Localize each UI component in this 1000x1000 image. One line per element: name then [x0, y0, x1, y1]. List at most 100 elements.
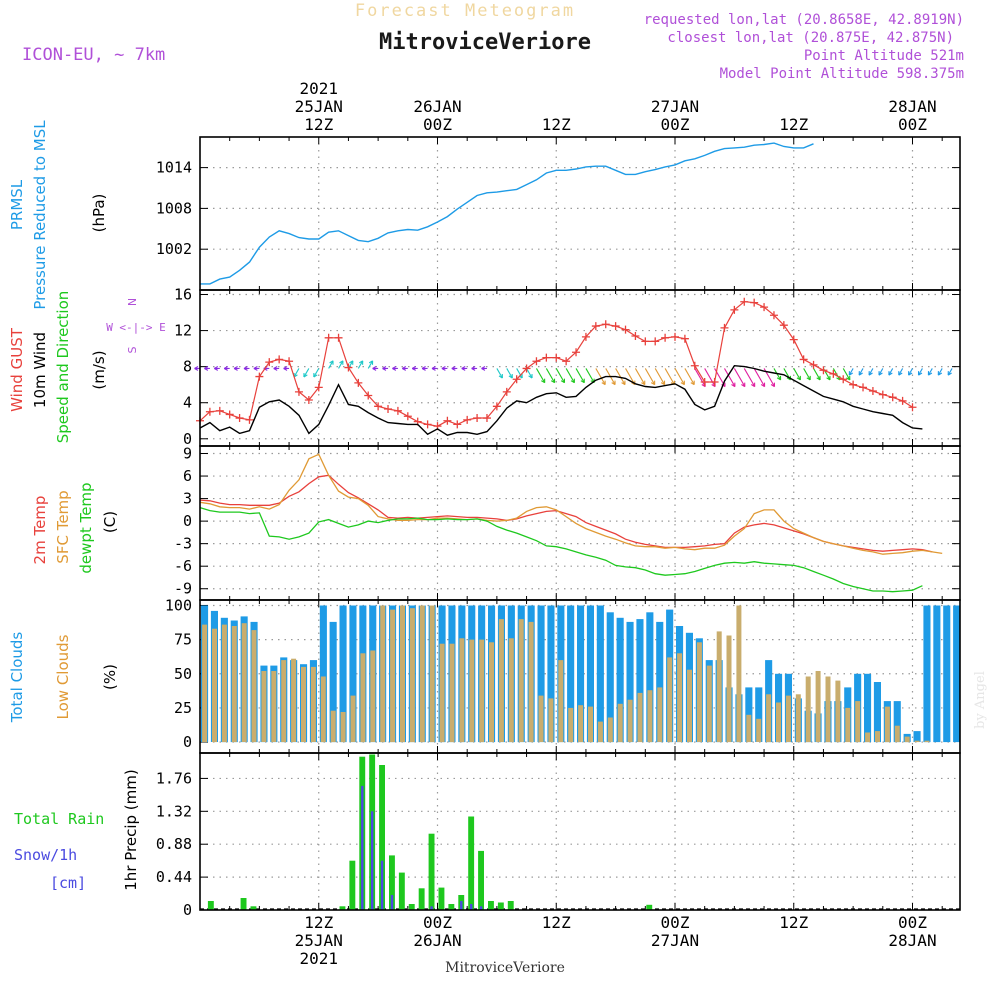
wind-direction-arrow: [328, 360, 334, 369]
watermark: by Angel: [973, 671, 988, 729]
wind-arrow-head: [528, 373, 533, 379]
product-title: Forecast Meteogram: [355, 1, 575, 21]
wind-gust-marker: [384, 405, 393, 414]
wind-gust-marker: [839, 375, 848, 384]
total-cloud-bar: [943, 605, 951, 743]
panel-frame: [199, 289, 961, 447]
low-cloud-bar: [400, 605, 405, 743]
wind-arrow-head: [816, 375, 821, 381]
rain-bar: [250, 906, 257, 910]
y-tick-label: -6: [174, 557, 192, 575]
low-cloud-bar: [518, 619, 524, 742]
low-cloud-bar: [251, 630, 257, 743]
low-cloud-bar: [835, 680, 841, 743]
wind-direction-arrow: [496, 368, 503, 379]
wind-direction-arrow: [908, 368, 913, 376]
wind-direction-arrow: [357, 360, 364, 369]
bottom-time-label: 12Z: [304, 913, 333, 932]
wind-arrow-head: [751, 382, 756, 388]
wind-gust-marker: [324, 333, 333, 342]
wind-arrow-head: [560, 378, 566, 384]
wind-gust-marker: [601, 320, 610, 329]
wind-arrow-head: [392, 366, 397, 371]
low-cloud-bar: [301, 666, 306, 742]
wind-gust-marker: [542, 353, 551, 362]
low-clouds-label: Low Clouds: [54, 634, 72, 719]
temp-sfc-label: SFC Temp: [54, 490, 72, 563]
wind-direction-arrow: [338, 360, 344, 369]
rain-bar: [339, 906, 346, 910]
low-cloud-bar: [855, 701, 861, 743]
low-cloud-bar: [795, 694, 801, 743]
footer-station: MitroviceVeriore: [445, 960, 565, 976]
wind-arrow-head: [848, 371, 853, 376]
low-cloud-bar: [696, 642, 702, 742]
dewpoint-line: [199, 506, 923, 593]
wind-direction-arrow: [313, 368, 320, 378]
wind-direction-arrow: [724, 368, 736, 387]
wind-gust-marker: [671, 332, 679, 341]
y-tick-label: 4: [183, 394, 192, 412]
station-title: MitroviceVeriore: [379, 30, 591, 55]
wind-gust-marker: [888, 393, 897, 402]
wind-arrow-head: [660, 380, 666, 386]
wind-direction-arrow: [644, 368, 656, 385]
wind-10m-line: [199, 364, 923, 436]
top-time-label: 12Z: [542, 115, 571, 134]
wind-gust-marker: [641, 337, 650, 346]
wind-direction-arrow: [918, 368, 923, 376]
wind-arrow-head: [411, 366, 416, 371]
wind-arrow-head: [641, 380, 646, 386]
low-cloud-bar: [637, 692, 643, 743]
wind-gust-marker: [393, 406, 402, 415]
low-cloud-bar: [716, 631, 722, 743]
rain-bar: [488, 901, 494, 910]
wind-gust-marker: [235, 414, 244, 423]
snow-unit-label: [cm]: [50, 874, 86, 892]
wind-arrow-head: [204, 366, 209, 371]
total-cloud-bar: [606, 612, 614, 743]
wind-arrow-head: [570, 378, 575, 384]
wind-gust-marker: [868, 386, 877, 395]
bottom-time-label: 25JAN: [295, 931, 343, 950]
wind-direction-arrow: [704, 368, 716, 387]
wind-unit: (m/s): [90, 350, 108, 389]
model-altitude: Model Point Altitude 598.375m: [720, 66, 964, 82]
low-cloud-bar: [845, 707, 851, 743]
wind-direction-arrow: [888, 368, 894, 376]
wind-direction-arrow: [947, 368, 953, 376]
low-cloud-bar: [281, 660, 287, 743]
top-time-label: 28JAN: [888, 97, 936, 116]
wind-direction-arrow: [937, 368, 943, 376]
wind-gust-marker: [680, 334, 689, 343]
low-cloud-bar: [548, 698, 554, 743]
low-cloud-bar: [241, 623, 247, 742]
wind-direction-arrow: [858, 368, 864, 376]
bottom-time-label: 00Z: [661, 913, 690, 932]
wind-gust-marker: [512, 375, 521, 384]
low-cloud-bar: [894, 725, 900, 743]
wind-direction-arrow: [516, 368, 523, 379]
total-cloud-bar: [319, 605, 327, 743]
low-cloud-bar: [528, 621, 534, 743]
y-tick-label: 16: [174, 286, 192, 304]
total-cloud-bar: [567, 605, 575, 743]
y-tick-label: -9: [174, 580, 192, 598]
low-cloud-bar: [508, 638, 514, 743]
low-cloud-bar: [627, 699, 633, 742]
wind-direction-arrow: [848, 368, 854, 376]
wind-gust-marker: [611, 322, 620, 331]
wind-direction-arrow: [303, 368, 310, 378]
temp-unit: (C): [101, 511, 119, 533]
total-cloud-bar: [755, 687, 763, 742]
wind-direction-arrow: [694, 368, 706, 387]
rain-bar: [207, 901, 214, 910]
low-cloud-bar: [330, 710, 336, 743]
low-cloud-bar: [815, 671, 821, 742]
wind-arrow-head: [498, 373, 503, 379]
low-cloud-bar: [607, 717, 613, 743]
wind-gust-marker: [700, 377, 709, 386]
low-cloud-bar: [647, 690, 653, 743]
total-cloud-bar: [596, 605, 604, 743]
top-time-label: 2021: [299, 79, 338, 98]
